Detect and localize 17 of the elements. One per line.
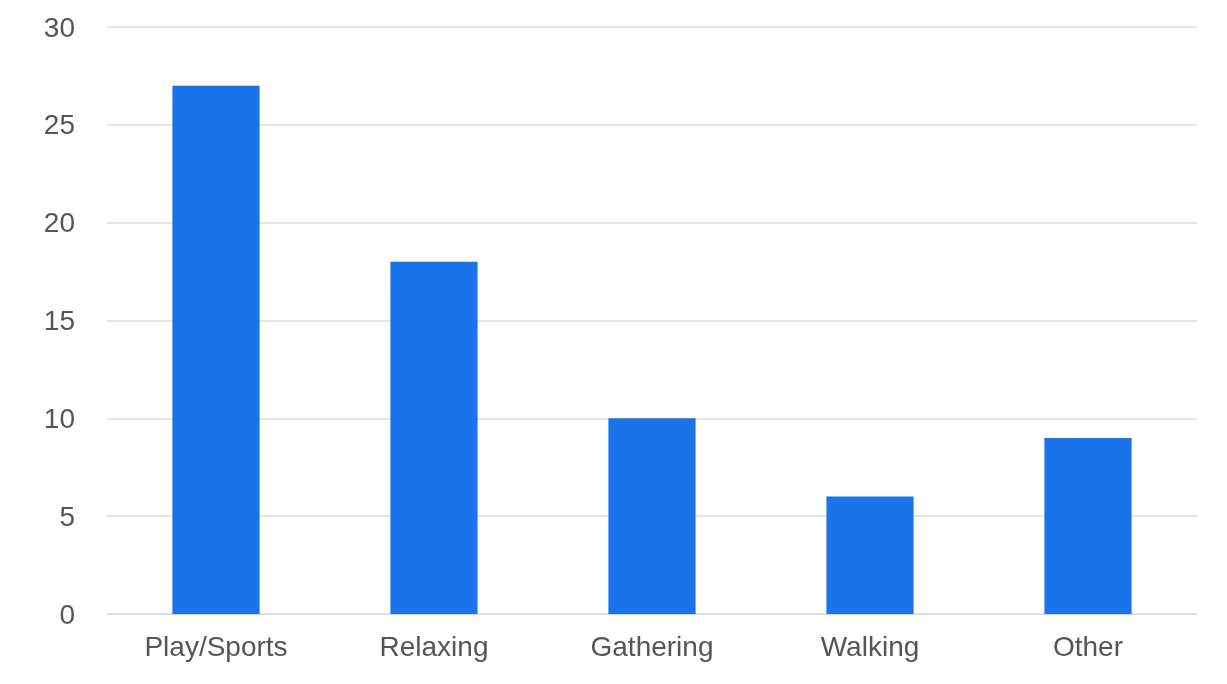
y-tick-label: 10	[43, 402, 75, 434]
x-tick-label: Play/Sports	[144, 630, 288, 662]
y-tick-label: 25	[43, 109, 75, 141]
bar	[826, 496, 914, 614]
x-tick-label: Other	[1052, 630, 1124, 662]
y-tick-label: 15	[43, 305, 75, 336]
x-tick-label: Walking	[820, 630, 920, 662]
bar	[608, 418, 696, 614]
bar	[1044, 437, 1132, 614]
x-tick-label: Relaxing	[379, 630, 489, 662]
y-tick-label: 20	[43, 207, 75, 239]
bar	[390, 261, 478, 614]
y-tick-label: 5	[59, 500, 75, 532]
y-tick-label: 0	[59, 598, 75, 630]
bar	[172, 85, 260, 614]
y-tick-label: 30	[43, 11, 75, 43]
x-tick-label: Gathering	[590, 630, 714, 662]
